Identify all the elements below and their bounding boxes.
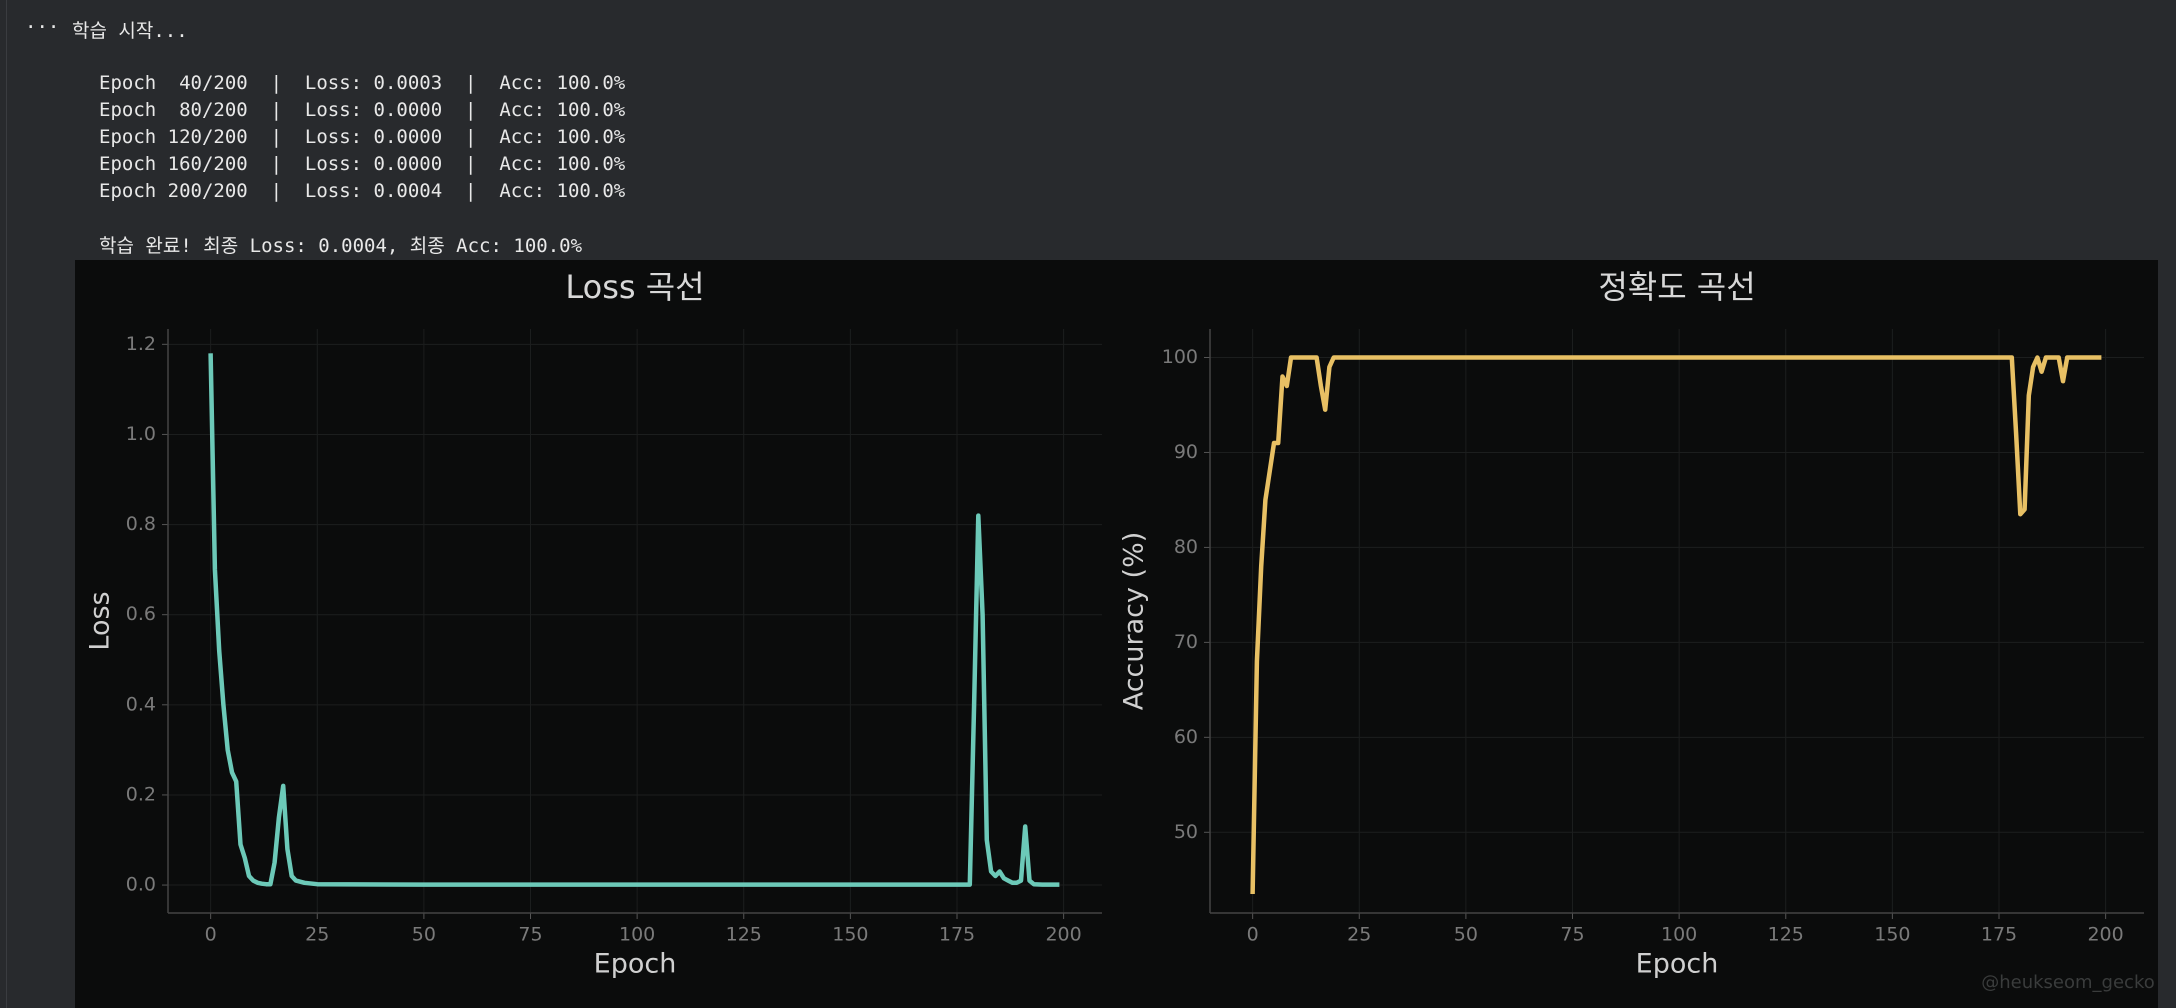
x-tick-label: 150: [832, 924, 868, 946]
log-line: Epoch 40/200 | Loss: 0.0003 | Acc: 100.0…: [99, 72, 626, 94]
x-tick-label: 125: [1768, 924, 1804, 946]
log-lines: Epoch 40/200 | Loss: 0.0003 | Acc: 100.0…: [99, 70, 625, 205]
y-tick-label: 1.0: [126, 423, 156, 445]
y-tick-label: 0.8: [126, 513, 156, 535]
y-tick-label: 50: [1174, 821, 1198, 843]
log-line: Epoch 120/200 | Loss: 0.0000 | Acc: 100.…: [99, 126, 626, 148]
x-tick-label: 0: [1247, 924, 1259, 946]
y-tick-label: 0.6: [126, 603, 156, 625]
x-tick-label: 75: [1560, 924, 1584, 946]
y-tick-label: 60: [1174, 726, 1198, 748]
y-tick-label: 80: [1174, 536, 1198, 558]
x-tick-label: 50: [412, 924, 436, 946]
y-tick-label: 0.4: [126, 693, 156, 715]
x-tick-label: 75: [518, 924, 542, 946]
y-axis-label: Loss: [85, 591, 116, 650]
x-tick-label: 0: [205, 924, 217, 946]
log-line: Epoch 200/200 | Loss: 0.0004 | Acc: 100.…: [99, 180, 626, 202]
output-prompt[interactable]: ···: [25, 16, 60, 38]
log-line: Epoch 160/200 | Loss: 0.0000 | Acc: 100.…: [99, 153, 626, 175]
y-axis-label: Accuracy (%): [1119, 532, 1150, 711]
x-tick-label: 100: [1661, 924, 1697, 946]
y-tick-label: 0.0: [126, 874, 156, 896]
cell-border: [6, 0, 7, 1008]
y-tick-label: 90: [1174, 441, 1198, 463]
x-tick-label: 25: [1347, 924, 1371, 946]
data-line: [208, 353, 1060, 887]
x-tick-label: 125: [726, 924, 762, 946]
x-tick-label: 25: [305, 924, 329, 946]
final-text: 학습 완료! 최종 Loss: 0.0004, 최종 Acc: 100.0%: [99, 235, 583, 257]
data-line: [1250, 355, 2102, 895]
y-tick-label: 70: [1174, 631, 1198, 653]
x-tick-label: 50: [1454, 924, 1478, 946]
chart-title: 정확도 곡선: [1598, 268, 1755, 306]
chart-title: Loss 곡선: [565, 268, 704, 306]
x-tick-label: 150: [1874, 924, 1910, 946]
x-axis-label: Epoch: [594, 949, 677, 980]
y-tick-label: 100: [1162, 346, 1198, 368]
y-tick-label: 0.2: [126, 783, 156, 805]
x-tick-label: 175: [939, 924, 975, 946]
x-tick-label: 200: [2087, 924, 2123, 946]
x-tick-label: 100: [619, 924, 655, 946]
x-tick-label: 175: [1981, 924, 2017, 946]
x-tick-label: 200: [1045, 924, 1081, 946]
watermark: @heukseom_gecko: [1981, 972, 2155, 993]
status-text: 학습 시작...: [72, 20, 188, 42]
y-tick-label: 1.2: [126, 333, 156, 355]
log-line: Epoch 80/200 | Loss: 0.0000 | Acc: 100.0…: [99, 99, 626, 121]
x-axis-label: Epoch: [1636, 949, 1719, 980]
